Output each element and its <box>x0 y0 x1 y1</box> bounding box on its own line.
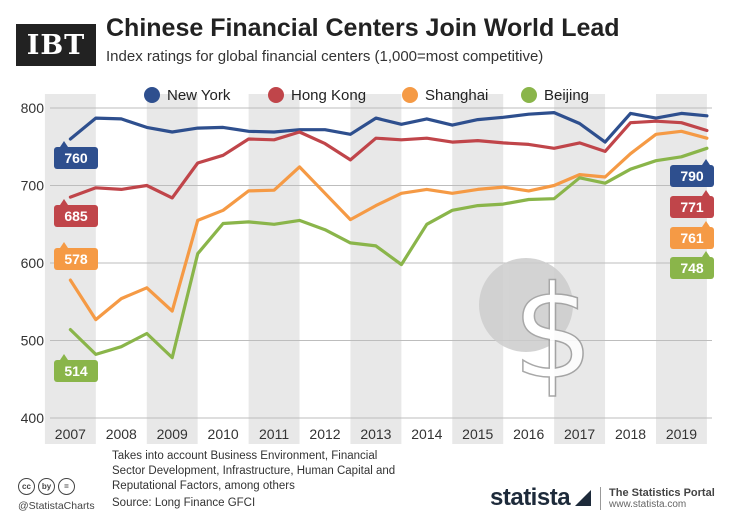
label-pointer <box>702 221 710 227</box>
start-value: 514 <box>64 363 88 379</box>
label-box <box>54 248 98 270</box>
y-tick-label: 500 <box>21 333 45 349</box>
series-line-hong-kong <box>68 119 709 200</box>
statista-icon <box>575 490 591 506</box>
label-pointer <box>702 190 710 196</box>
x-tick-label: 2009 <box>157 426 188 442</box>
legend-item: Hong Kong <box>268 87 366 104</box>
statistics-portal: The Statistics Portal www.statista.com <box>600 487 715 510</box>
legend-label: Beijing <box>544 87 589 104</box>
start-label-hong-kong: 685 <box>54 199 98 227</box>
end-label-shanghai: 761 <box>670 221 714 249</box>
dollar-icon: $ <box>479 258 594 409</box>
legend-label: New York <box>167 87 231 104</box>
label-pointer <box>702 159 710 165</box>
svg-text:$: $ <box>512 259 593 408</box>
legend-label: Shanghai <box>425 87 488 104</box>
end-value: 748 <box>680 260 704 276</box>
by-icon: by <box>38 478 55 495</box>
start-value: 685 <box>64 208 88 224</box>
y-axis-ticks: 400 500 600 700 800 <box>21 100 45 426</box>
x-tick-label: 2015 <box>462 426 493 442</box>
label-box <box>670 257 714 279</box>
legend-label: Hong Kong <box>291 87 366 104</box>
legend-item: Beijing <box>521 87 589 104</box>
value-labels: 760 790 685 771 578 761 514 748 <box>54 141 714 382</box>
legend-marker <box>144 87 160 103</box>
x-tick-label: 2013 <box>360 426 391 442</box>
year-band <box>554 94 606 444</box>
end-label-beijing: 748 <box>670 251 714 279</box>
start-value: 760 <box>64 150 88 166</box>
x-tick-label: 2019 <box>666 426 697 442</box>
chart-subtitle: Index ratings for global financial cente… <box>106 48 544 65</box>
start-label-beijing: 514 <box>54 354 98 382</box>
source-note: Source: Long Finance GFCI <box>112 497 256 509</box>
cc-icon: cc <box>18 478 35 495</box>
series-lines <box>68 110 709 360</box>
label-pointer <box>60 354 68 360</box>
y-tick-label: 800 <box>21 100 45 116</box>
twitter-handle: @StatistaCharts <box>18 500 95 512</box>
portal-url: www.statista.com <box>609 499 687 510</box>
start-value: 578 <box>64 251 88 267</box>
label-box <box>54 147 98 169</box>
end-value: 771 <box>680 199 704 215</box>
label-pointer <box>60 141 68 147</box>
x-tick-label: 2007 <box>55 426 86 442</box>
y-tick-label: 400 <box>21 410 45 426</box>
x-axis-ticks: 2007 2008 2009 2010 2011 2012 2013 2014 2015 2016… <box>55 426 697 442</box>
start-label-new-york: 760 <box>54 141 98 169</box>
label-pointer <box>702 251 710 257</box>
label-box <box>670 165 714 187</box>
label-box <box>670 196 714 218</box>
x-tick-label: 2014 <box>411 426 442 442</box>
legend-item: New York <box>144 87 231 104</box>
nd-icon: = <box>58 478 75 495</box>
x-tick-label: 2008 <box>106 426 137 442</box>
x-tick-label: 2018 <box>615 426 646 442</box>
x-tick-label: 2012 <box>309 426 340 442</box>
end-value: 761 <box>680 230 704 246</box>
legend-marker <box>268 87 284 103</box>
x-tick-label: 2011 <box>259 426 289 442</box>
line-chart: 400 500 600 700 800 2007 2008 2009 2010 2011 2012… <box>21 87 714 444</box>
statista-logo: statista <box>490 484 571 511</box>
year-band <box>350 94 402 444</box>
year-band <box>452 94 504 444</box>
gridlines <box>50 107 712 419</box>
label-box <box>54 360 98 382</box>
series-line-beijing <box>68 146 709 360</box>
legend-item: Shanghai <box>402 87 488 104</box>
legend-marker <box>402 87 418 103</box>
label-pointer <box>60 199 68 205</box>
year-band <box>146 94 198 444</box>
end-label-new-york: 790 <box>670 159 714 187</box>
x-tick-label: 2010 <box>208 426 239 442</box>
label-pointer <box>60 242 68 248</box>
portal-title: The Statistics Portal <box>609 487 715 499</box>
label-box <box>670 227 714 249</box>
y-tick-label: 600 <box>21 255 45 271</box>
legend: New York Hong Kong Shanghai Beijing <box>144 87 589 104</box>
x-tick-label: 2016 <box>513 426 544 442</box>
cc-license: cc by = <box>18 478 75 495</box>
x-tick-label: 2017 <box>564 426 595 442</box>
series-line-new-york <box>68 110 709 144</box>
y-tick-label: 700 <box>21 178 45 194</box>
chart-title: Chinese Financial Centers Join World Lea… <box>106 14 620 42</box>
end-label-hong-kong: 771 <box>670 190 714 218</box>
series-line-shanghai <box>68 129 709 322</box>
year-band <box>248 94 300 444</box>
end-value: 790 <box>680 168 704 184</box>
footnote: Takes into account Business Environment,… <box>112 450 396 492</box>
year-bands <box>44 94 707 444</box>
label-box <box>54 205 98 227</box>
start-label-shanghai: 578 <box>54 242 98 270</box>
ibt-logo: IBT <box>16 24 96 66</box>
legend-marker <box>521 87 537 103</box>
